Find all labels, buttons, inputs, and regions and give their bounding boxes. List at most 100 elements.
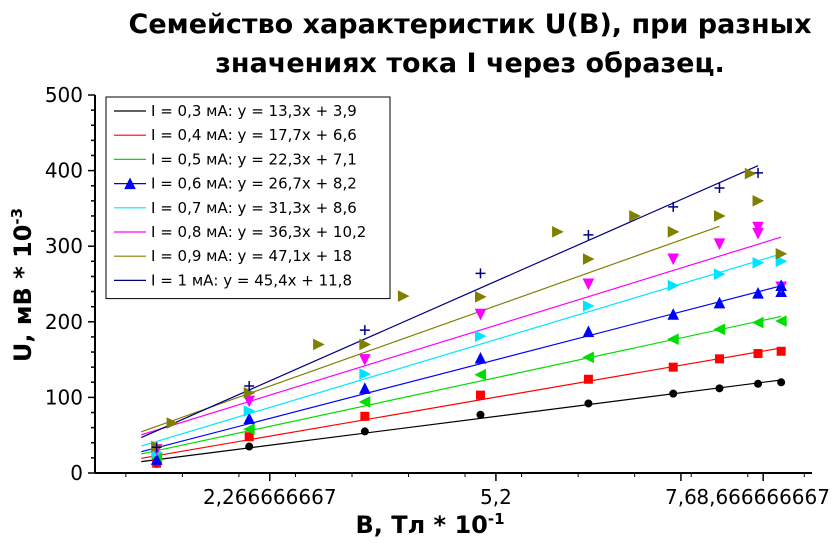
- data-point: [667, 308, 680, 320]
- data-point: [668, 362, 678, 372]
- fit-line: [141, 347, 782, 459]
- data-point: [166, 417, 179, 429]
- y-axis-title-exponent: -3: [8, 208, 26, 225]
- y-axis-title: U, мВ * 10-3: [8, 208, 37, 362]
- data-point: [752, 195, 765, 207]
- data-point: [359, 354, 371, 366]
- chart-title-line2: значениях тока I через образец.: [215, 48, 725, 79]
- data-point: [753, 349, 763, 359]
- data-point: [244, 432, 254, 442]
- data-point: [629, 210, 641, 222]
- data-point: [243, 395, 256, 408]
- data-point: [714, 182, 725, 193]
- data-point: [243, 423, 255, 435]
- data-point: [584, 399, 593, 408]
- x-axis-title-main: B, Тл * 10: [355, 511, 487, 539]
- data-point: [552, 226, 564, 238]
- legend-entry: I = 0,9 мА: y = 47,1x + 18: [151, 247, 352, 265]
- data-point: [752, 221, 764, 234]
- y-tick-label: 0: [70, 461, 83, 485]
- data-point: [775, 255, 788, 268]
- data-point: [359, 338, 371, 351]
- legend: I = 0,3 мА: y = 13,3x + 3,9 I = 0,4 мА: y…: [105, 96, 391, 300]
- fit-line: [141, 379, 782, 463]
- data-point: [582, 300, 595, 312]
- data-point: [582, 278, 595, 291]
- x-axis-title-exponent: -1: [488, 510, 505, 528]
- legend-box: [105, 96, 391, 300]
- y-tick-label: 300: [45, 234, 83, 258]
- data-point: [244, 381, 255, 392]
- y-tick-label: 400: [45, 159, 83, 183]
- x-tick-label: 8,666666667: [696, 485, 830, 509]
- legend-entry: I = 0,6 мА: y = 26,7x + 8,2: [151, 175, 357, 193]
- data-point: [474, 330, 487, 342]
- data-point: [752, 257, 765, 269]
- data-point: [777, 378, 786, 387]
- data-point: [751, 316, 764, 329]
- legend-entry: I = 0,7 мА: y = 31,3x + 8,6: [151, 199, 357, 217]
- x-tick-label: 7,6: [665, 485, 697, 509]
- data-point: [754, 379, 763, 388]
- data-point: [243, 412, 256, 425]
- data-point: [667, 226, 680, 238]
- legend-entry: I = 0,4 мА: y = 17,7x + 6,6: [151, 126, 357, 144]
- data-point: [752, 286, 764, 299]
- data-point: [713, 296, 726, 309]
- data-point: [775, 247, 788, 260]
- data-point: [667, 253, 680, 266]
- data-points: [150, 167, 788, 468]
- data-point: [360, 427, 369, 436]
- data-point: [713, 323, 725, 336]
- tick-labels: 0 100 200 300 400 500 2,266666667 5,2 7,6 8,66666…: [45, 83, 830, 509]
- data-point: [475, 268, 486, 279]
- y-tick-label: 100: [45, 385, 83, 409]
- data-point: [397, 290, 410, 302]
- data-point: [713, 238, 726, 251]
- x-tick-label: 5,2: [480, 485, 512, 509]
- data-point: [668, 201, 679, 212]
- y-tick-label: 500: [45, 83, 83, 107]
- legend-entry: I = 0,3 мА: y = 13,3x + 3,9: [151, 102, 357, 120]
- data-point: [776, 346, 786, 356]
- data-point: [475, 390, 485, 400]
- data-point: [775, 279, 787, 292]
- data-point: [359, 382, 371, 394]
- legend-entry: I = 0,5 мА: y = 22,3x + 7,1: [151, 150, 357, 168]
- data-point: [150, 453, 163, 465]
- data-point: [775, 315, 787, 327]
- data-point: [151, 442, 162, 453]
- data-point: [714, 354, 724, 364]
- data-point: [360, 411, 370, 421]
- data-point: [476, 410, 485, 419]
- data-point: [669, 389, 678, 398]
- data-point: [667, 333, 679, 345]
- y-axis-title-main: U, мВ * 10: [9, 225, 37, 363]
- legend-entry: I = 0,8 мА: y = 36,3x + 10,2: [151, 223, 366, 241]
- fit-line: [141, 225, 720, 433]
- data-point: [474, 368, 486, 381]
- x-axis-title: B, Тл * 10-1: [355, 510, 504, 539]
- data-point: [474, 308, 487, 321]
- data-point: [243, 405, 256, 417]
- data-point: [474, 291, 487, 303]
- data-point: [583, 374, 593, 384]
- fit-line: [141, 285, 782, 453]
- data-point: [582, 351, 594, 364]
- fit-line: [141, 315, 782, 455]
- data-point: [124, 177, 136, 190]
- data-point: [358, 396, 371, 408]
- data-point: [713, 210, 726, 222]
- data-point: [744, 167, 757, 180]
- y-tick-label: 200: [45, 310, 83, 334]
- data-point: [713, 268, 726, 280]
- data-point: [715, 384, 724, 393]
- data-point: [359, 368, 371, 380]
- x-tick-label: 2,266666667: [203, 485, 337, 509]
- legend-entry: I = 1 мА: y = 45,4x + 11,8: [151, 271, 352, 289]
- data-point: [359, 325, 370, 336]
- data-point: [582, 253, 595, 265]
- data-point: [582, 325, 595, 338]
- data-point: [667, 279, 680, 292]
